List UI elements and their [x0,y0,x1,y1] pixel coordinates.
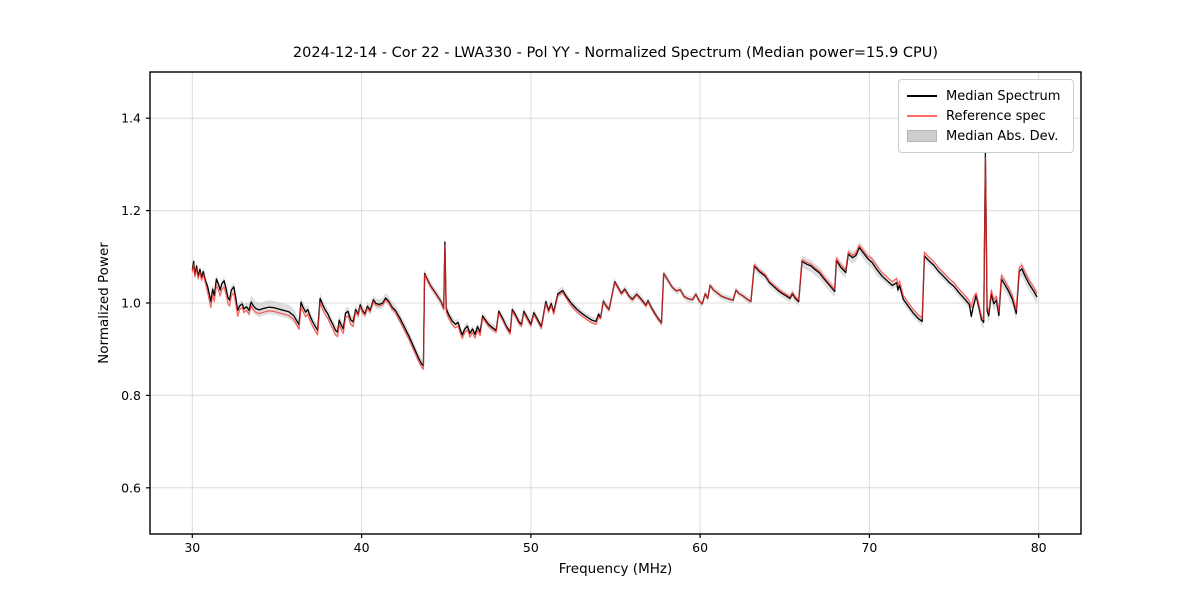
x-tick-label: 50 [523,540,539,555]
x-tick-label: 70 [861,540,877,555]
y-tick-label: 1.2 [121,203,141,218]
reference-spec-line-swatch [907,115,937,117]
median-spectrum-line-swatch [907,95,937,97]
y-tick-label: 0.6 [121,480,141,495]
x-tick-label: 60 [692,540,708,555]
y-axis-label: Normalized Power [96,242,112,364]
x-tick-label: 40 [354,540,370,555]
median-spectrum-line [191,152,1038,367]
legend-label: Median Abs. Dev. [946,128,1059,144]
mad-band [192,145,1038,371]
legend-item-median-spectrum: Median Spectrum [907,86,1063,106]
x-tick-label: 80 [1031,540,1047,555]
legend: Median Spectrum Reference spec Median Ab… [898,79,1074,153]
legend-item-median-abs-dev: Median Abs. Dev. [907,126,1063,146]
plot-title: 2024-12-14 - Cor 22 - LWA330 - Pol YY - … [292,45,939,61]
reference-spec-line [191,156,1038,370]
y-tick-label: 1.4 [121,111,141,126]
legend-item-reference-spec: Reference spec [907,106,1063,126]
mad-band-patch-swatch [907,130,937,142]
x-axis-label: Frequency (MHz) [558,561,673,577]
y-tick-label: 1.0 [121,296,141,311]
legend-label: Median Spectrum [946,88,1061,104]
y-tick-label: 0.8 [121,388,141,403]
legend-label: Reference spec [946,108,1046,124]
x-tick-label: 30 [184,540,200,555]
